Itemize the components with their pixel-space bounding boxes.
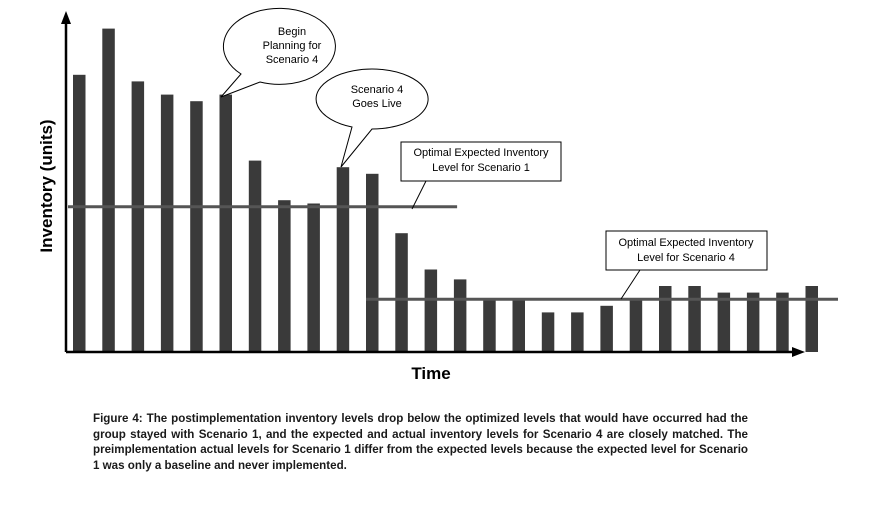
axes bbox=[61, 11, 805, 357]
callout-opt-scenario-1-line-2: Level for Scenario 1 bbox=[432, 162, 530, 174]
bar-1 bbox=[73, 74, 86, 353]
callout-begin-planning-bubble bbox=[220, 7, 336, 98]
callout-opt-scenario-4-box bbox=[605, 230, 768, 271]
figure-caption: Figure 4: The postimplementation invento… bbox=[93, 412, 748, 472]
bar-9 bbox=[307, 203, 320, 352]
bar-3 bbox=[131, 81, 145, 353]
callout-opt-scenario-1-box bbox=[400, 141, 562, 182]
bar-11 bbox=[366, 173, 379, 352]
inventory-chart: Inventory (units) Time Begin Planning fo… bbox=[37, 7, 838, 383]
callout-opt-scenario-4: Optimal Expected Inventory Level for Sce… bbox=[605, 230, 768, 300]
callout-opt-scenario-4-leader bbox=[620, 269, 641, 300]
bar-14 bbox=[453, 279, 467, 352]
bar-7 bbox=[248, 160, 262, 352]
x-axis-arrow bbox=[792, 347, 805, 357]
y-axis-arrow bbox=[61, 11, 71, 24]
bar-12 bbox=[395, 233, 408, 352]
bar-8 bbox=[278, 200, 291, 352]
callout-opt-scenario-1: Optimal Expected Inventory Level for Sce… bbox=[400, 141, 562, 210]
bar-19 bbox=[600, 305, 613, 352]
bar-16 bbox=[512, 299, 525, 352]
bar-21 bbox=[659, 286, 672, 352]
callout-goes-live-line-2: Goes Live bbox=[352, 98, 402, 110]
bar-2 bbox=[102, 28, 115, 352]
bar-20 bbox=[629, 299, 643, 352]
bar-5 bbox=[190, 101, 203, 352]
bar-22 bbox=[688, 286, 701, 352]
y-axis-label: Inventory (units) bbox=[37, 119, 56, 252]
callout-goes-live-line-1: Scenario 4 bbox=[351, 84, 404, 96]
bar-17 bbox=[541, 312, 555, 352]
callout-begin-planning-line-1: Begin bbox=[278, 26, 306, 38]
callout-begin-planning-line-3: Scenario 4 bbox=[266, 54, 319, 66]
callout-opt-scenario-4-line-1: Optimal Expected Inventory bbox=[618, 237, 754, 249]
bar-18 bbox=[571, 312, 584, 352]
callout-begin-planning-line-2: Planning for bbox=[263, 40, 322, 52]
bar-23 bbox=[717, 292, 731, 352]
bar-26 bbox=[805, 286, 818, 352]
bar-6 bbox=[219, 94, 232, 352]
callout-opt-scenario-4-line-2: Level for Scenario 4 bbox=[637, 252, 735, 264]
callout-opt-scenario-1-line-1: Optimal Expected Inventory bbox=[413, 147, 549, 159]
reference-lines bbox=[68, 205, 838, 301]
bars-group bbox=[73, 28, 818, 353]
bar-15 bbox=[483, 299, 496, 352]
bar-24 bbox=[746, 292, 760, 352]
bar-25 bbox=[776, 292, 789, 352]
callout-opt-scenario-1-leader bbox=[411, 180, 427, 210]
bar-10 bbox=[336, 167, 350, 352]
callout-begin-planning: Begin Planning for Scenario 4 bbox=[220, 7, 336, 98]
bar-4 bbox=[160, 94, 174, 352]
callout-goes-live-bubble bbox=[315, 68, 429, 168]
x-axis-label: Time bbox=[411, 364, 450, 383]
callout-goes-live: Scenario 4 Goes Live bbox=[315, 68, 429, 168]
bar-13 bbox=[424, 269, 438, 352]
